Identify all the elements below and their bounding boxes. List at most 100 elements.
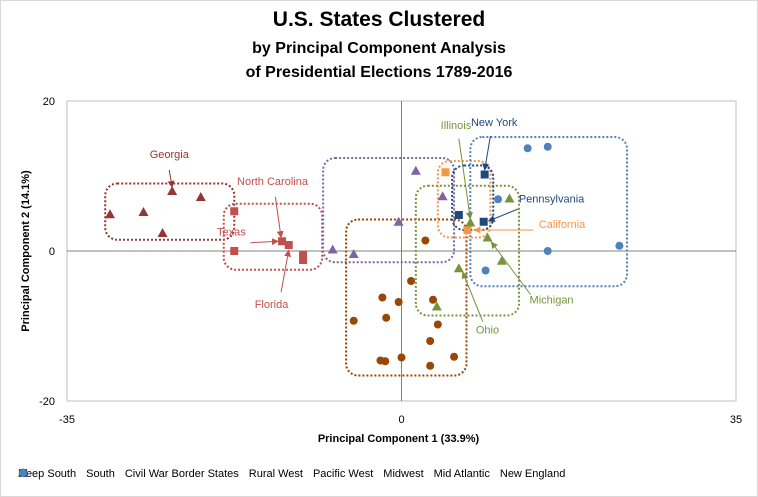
midwest-point bbox=[431, 301, 442, 311]
annotation-label: North Carolina bbox=[237, 176, 309, 188]
legend-item: South bbox=[19, 468, 115, 480]
chart-subtitle-line2: of Presidential Elections 1789-2016 bbox=[245, 64, 513, 81]
rural-west-point bbox=[349, 316, 358, 325]
midwest-point bbox=[496, 255, 507, 265]
annotation-arrow bbox=[458, 138, 473, 220]
x-tick-label: 35 bbox=[730, 414, 742, 426]
south-point bbox=[230, 207, 239, 216]
rural-west-point bbox=[381, 357, 390, 366]
annotation-label: New York bbox=[471, 117, 518, 129]
legend-label: New England bbox=[499, 468, 566, 480]
legend-item: Civil War Border States bbox=[18, 468, 239, 480]
civil-war-border-states-point bbox=[437, 191, 448, 201]
deep-south-point bbox=[157, 228, 168, 237]
south-point bbox=[230, 247, 239, 255]
new-england-point bbox=[543, 142, 552, 151]
new-england-point bbox=[523, 144, 532, 153]
civil-war-border-states-point bbox=[393, 216, 404, 226]
annotation-label: Ohio bbox=[476, 325, 499, 337]
cluster-box bbox=[322, 157, 456, 264]
legend-item: Rural West bbox=[19, 468, 303, 480]
y-tick-label: -20 bbox=[39, 396, 55, 408]
legend-label: Civil War Border States bbox=[124, 468, 239, 480]
south-point bbox=[284, 241, 293, 249]
cluster-box bbox=[436, 160, 492, 239]
legend-item: Midwest bbox=[18, 468, 424, 480]
civil-war-border-states-point bbox=[327, 244, 338, 254]
y-tick-label: 0 bbox=[49, 246, 55, 258]
new-england-point bbox=[615, 241, 624, 250]
x-tick-label: 0 bbox=[398, 414, 404, 426]
y-tick-label: 20 bbox=[43, 96, 55, 108]
chart-subtitle-line1: by Principal Component Analysis bbox=[252, 40, 506, 57]
annotation-label: Florida bbox=[255, 299, 290, 311]
chart-title: U.S. States Clustered bbox=[272, 8, 486, 31]
legend-circle-icon bbox=[19, 469, 27, 477]
pacific-west-point bbox=[463, 226, 472, 234]
annotation-arrow bbox=[280, 249, 292, 293]
mid-atlantic-point bbox=[480, 170, 489, 179]
cluster-box bbox=[451, 164, 495, 231]
annotation-label: Michigan bbox=[530, 295, 574, 307]
midwest-point bbox=[482, 232, 493, 242]
south-point bbox=[299, 250, 308, 259]
annotation-arrow bbox=[167, 169, 175, 188]
deep-south-point bbox=[105, 209, 116, 219]
legend-label: Rural West bbox=[248, 468, 303, 480]
legend: Deep South South Civil War Border States Ru… bbox=[18, 468, 565, 480]
new-england-point bbox=[494, 195, 503, 204]
cluster-box bbox=[469, 136, 629, 288]
annotation-label: Texas bbox=[217, 226, 246, 238]
rural-west-point bbox=[433, 320, 442, 329]
civil-war-border-states-point bbox=[348, 249, 359, 258]
legend-item: Pacific West bbox=[19, 468, 374, 480]
rural-west-point bbox=[429, 295, 438, 304]
y-axis-title: Principal Component 2 (14.1%) bbox=[20, 170, 32, 332]
midwest-point bbox=[453, 263, 464, 273]
rural-west-point bbox=[426, 337, 435, 345]
midwest-point bbox=[465, 217, 476, 227]
cluster-box bbox=[345, 218, 468, 377]
new-england-point bbox=[481, 266, 490, 275]
annotation-arrow bbox=[490, 241, 531, 295]
deep-south-point bbox=[167, 186, 178, 195]
cluster-box bbox=[414, 184, 521, 317]
legend-label: South bbox=[86, 468, 115, 480]
annotation-label: Illinois bbox=[441, 120, 472, 132]
mid-atlantic-point bbox=[454, 211, 463, 219]
south-point bbox=[299, 256, 308, 264]
rural-west-point bbox=[394, 298, 403, 306]
rural-west-point bbox=[426, 361, 435, 370]
midwest-point bbox=[504, 193, 515, 203]
annotation-label: California bbox=[539, 219, 586, 231]
mid-atlantic-point bbox=[479, 217, 488, 226]
cluster-box bbox=[222, 202, 324, 271]
annotation-arrow bbox=[482, 136, 491, 171]
annotation-label: Pennsylvania bbox=[519, 193, 585, 205]
annotation-arrow bbox=[461, 271, 484, 322]
legend-label: Midwest bbox=[383, 468, 424, 480]
legend-label: Pacific West bbox=[312, 468, 374, 480]
deep-south-point bbox=[138, 207, 149, 216]
legend-item: Mid Atlantic bbox=[19, 468, 490, 480]
x-tick-label: -35 bbox=[59, 414, 75, 426]
south-point bbox=[278, 237, 287, 246]
annotation-label: Georgia bbox=[150, 149, 190, 161]
rural-west-point bbox=[407, 277, 416, 285]
rural-west-point bbox=[421, 236, 430, 245]
legend-item: New England bbox=[19, 468, 566, 480]
x-axis-title: Principal Component 1 (33.9%) bbox=[318, 433, 480, 445]
annotation-arrow bbox=[487, 208, 519, 222]
rural-west-point bbox=[382, 313, 391, 322]
annotation-arrow bbox=[250, 238, 279, 246]
rural-west-point bbox=[378, 293, 387, 302]
rural-west-point bbox=[450, 352, 459, 361]
annotation-arrow bbox=[274, 196, 284, 239]
new-england-point bbox=[543, 247, 552, 255]
legend-label: Mid Atlantic bbox=[433, 468, 490, 480]
pacific-west-point bbox=[441, 168, 450, 177]
rural-west-point bbox=[397, 353, 406, 362]
deep-south-point bbox=[195, 192, 206, 201]
civil-war-border-states-point bbox=[410, 165, 421, 175]
